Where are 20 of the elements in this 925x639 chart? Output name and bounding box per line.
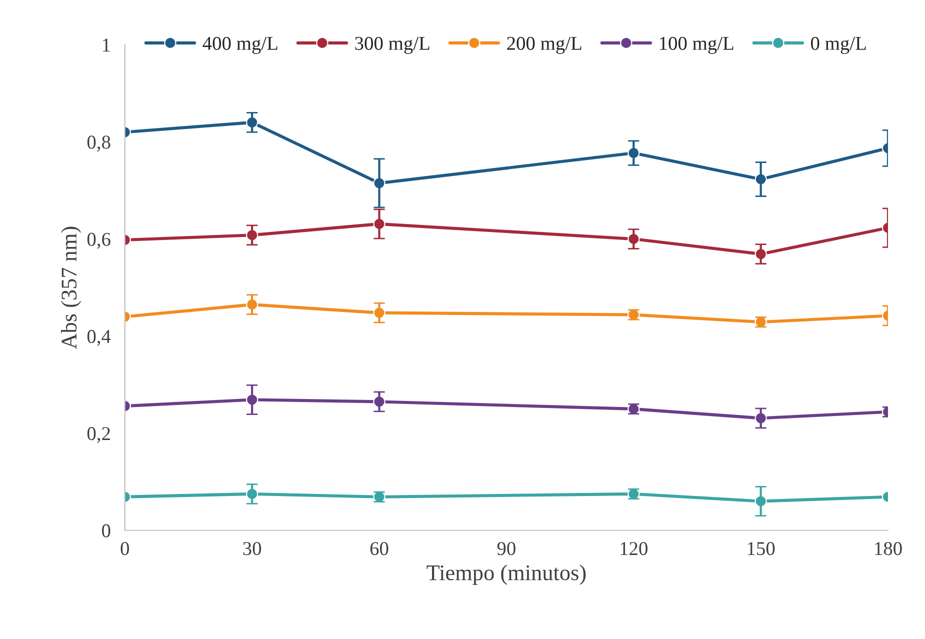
- y-tick-label: 0,8: [87, 136, 110, 152]
- legend-label: 200 mg/L: [507, 36, 582, 54]
- x-tick-label: 90: [497, 542, 516, 556]
- y-tick-label: 1: [102, 38, 110, 52]
- x-tick-label: 0: [120, 542, 129, 556]
- legend-label: 300 mg/L: [355, 36, 430, 54]
- legend-label: 100 mg/L: [660, 36, 734, 54]
- y-tick-label: 0,2: [87, 427, 110, 443]
- y-tick-label: 0,6: [87, 232, 110, 249]
- x-axis-title: Tiempo (minutos): [426, 564, 586, 585]
- x-tick-label: 180: [875, 542, 902, 556]
- y-tick-label: 0,4: [87, 330, 111, 346]
- y-tick-label: 0: [102, 524, 110, 538]
- y-axis-title: Abs (357 nm): [60, 226, 82, 350]
- x-tick-label: 150: [748, 542, 775, 556]
- x-tick-label: 60: [370, 542, 388, 556]
- x-tick-label: 120: [620, 542, 648, 556]
- legend-label: 400 mg/L: [202, 36, 278, 54]
- x-tick-label: 30: [243, 542, 262, 556]
- legend-label: 0 mg/L: [810, 36, 866, 54]
